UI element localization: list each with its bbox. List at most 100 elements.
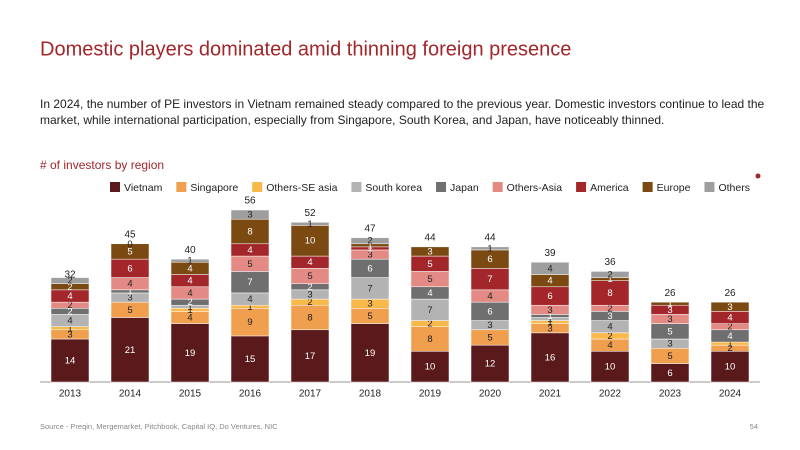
segment-label: 3: [487, 320, 492, 331]
segment-label: 8: [427, 334, 432, 345]
segment-label: 2: [67, 306, 72, 317]
segment-label: 4: [187, 263, 192, 274]
legend-swatch: [176, 182, 187, 192]
bar-segment: [230, 308, 270, 337]
segment-label: 7: [487, 274, 492, 285]
segment-label: 4: [547, 263, 552, 274]
segment-label: 5: [427, 274, 432, 285]
total-label: 44: [484, 232, 496, 243]
legend-label: Vietnam: [124, 182, 163, 194]
legend-label: America: [590, 182, 629, 194]
total-label: 44: [424, 232, 436, 243]
segment-label: 4: [607, 340, 612, 351]
x-tick-label: 2019: [419, 389, 442, 400]
segment-label: 1: [727, 339, 732, 350]
bar-segment: [290, 222, 330, 226]
segment-label: 3: [247, 210, 252, 221]
segment-label: 4: [607, 322, 612, 333]
bar-segment: [650, 301, 690, 306]
segment-label: 9: [247, 317, 252, 328]
segment-label: 16: [545, 352, 556, 363]
legend-swatch: [351, 182, 362, 192]
segment-label: 4: [727, 313, 732, 324]
legend-label: Others: [718, 182, 750, 194]
segment-label: 5: [487, 332, 492, 343]
bar-segment: [170, 258, 210, 263]
segment-label: 4: [247, 294, 252, 305]
segment-label: 1: [67, 323, 72, 334]
bar-segment: [710, 301, 750, 312]
segment-label: 4: [427, 288, 432, 299]
bar-segment: [290, 329, 330, 383]
segment-label: 2: [607, 331, 612, 342]
bar-segment: [530, 261, 570, 275]
segment-label: 6: [547, 291, 552, 302]
bar-segment: [410, 351, 450, 383]
x-tick-label: 2018: [359, 389, 382, 400]
segment-label: 3: [547, 323, 552, 334]
bar-segment: [590, 351, 630, 383]
bar-segment: [50, 338, 90, 383]
x-tick-label: 2014: [119, 389, 142, 400]
segment-label: 5: [307, 271, 312, 282]
segment-label: 1: [247, 302, 252, 313]
segment-label: 3: [727, 302, 732, 313]
bar-segment: [470, 246, 510, 251]
description: In 2024, the number of PE investors in V…: [40, 97, 765, 127]
segment-label: 2: [607, 303, 612, 314]
segment-label: 1: [187, 302, 192, 313]
segment-label: 6: [127, 263, 132, 274]
bar-segment: [170, 323, 210, 383]
x-tick-label: 2024: [719, 389, 742, 400]
segment-label: 7: [367, 283, 372, 294]
bar-segment: [350, 237, 390, 245]
bar-segment: [110, 243, 150, 260]
segment-label: 4: [187, 288, 192, 299]
segment-label: 1: [307, 219, 312, 230]
segment-label: 2: [67, 276, 72, 287]
segment-label: 4: [127, 279, 132, 290]
segment-label: 10: [605, 362, 616, 373]
segment-label: 4: [187, 313, 192, 324]
segment-label: 1: [667, 299, 672, 310]
legend-label: Singapore: [190, 182, 238, 194]
legend-swatch: [576, 182, 587, 192]
segment-label: 3: [547, 305, 552, 316]
bar-segment: [590, 271, 630, 278]
segment-label: 8: [607, 288, 612, 299]
segment-label: 8: [247, 227, 252, 238]
segment-label: 4: [727, 331, 732, 342]
segment-label: 2: [307, 282, 312, 293]
segment-label: 21: [125, 345, 136, 356]
segment-label: 10: [725, 362, 736, 373]
legend-swatch: [704, 182, 715, 192]
segment-label: 4: [307, 257, 312, 268]
total-label: 39: [544, 248, 556, 259]
segment-label: 4: [547, 276, 552, 287]
segment-label: 1: [367, 240, 372, 251]
segment-label: 2: [67, 300, 72, 311]
x-tick-label: 2016: [239, 389, 262, 400]
segment-label: 1: [187, 256, 192, 267]
bar-segment: [110, 317, 150, 383]
segment-label: 14: [65, 356, 76, 367]
segment-label: 1: [547, 314, 552, 325]
segment-label: 3: [427, 246, 432, 257]
legend-label: Japan: [450, 182, 479, 194]
legend-label: South korea: [365, 182, 422, 194]
segment-label: 3: [667, 305, 672, 316]
segment-label: 5: [127, 305, 132, 316]
bar-segment: [230, 218, 270, 245]
segment-label: 19: [185, 348, 196, 359]
segment-label: 5: [127, 246, 132, 257]
segment-label: 1: [547, 317, 552, 328]
bar-segment: [590, 280, 630, 306]
segment-label: 6: [487, 254, 492, 265]
page-number: 54: [750, 422, 758, 431]
segment-label: 3: [307, 289, 312, 300]
x-tick-label: 2013: [59, 389, 82, 400]
segment-label: 3: [607, 311, 612, 322]
segment-label: 4: [187, 276, 192, 287]
segment-label: 1: [607, 274, 612, 285]
